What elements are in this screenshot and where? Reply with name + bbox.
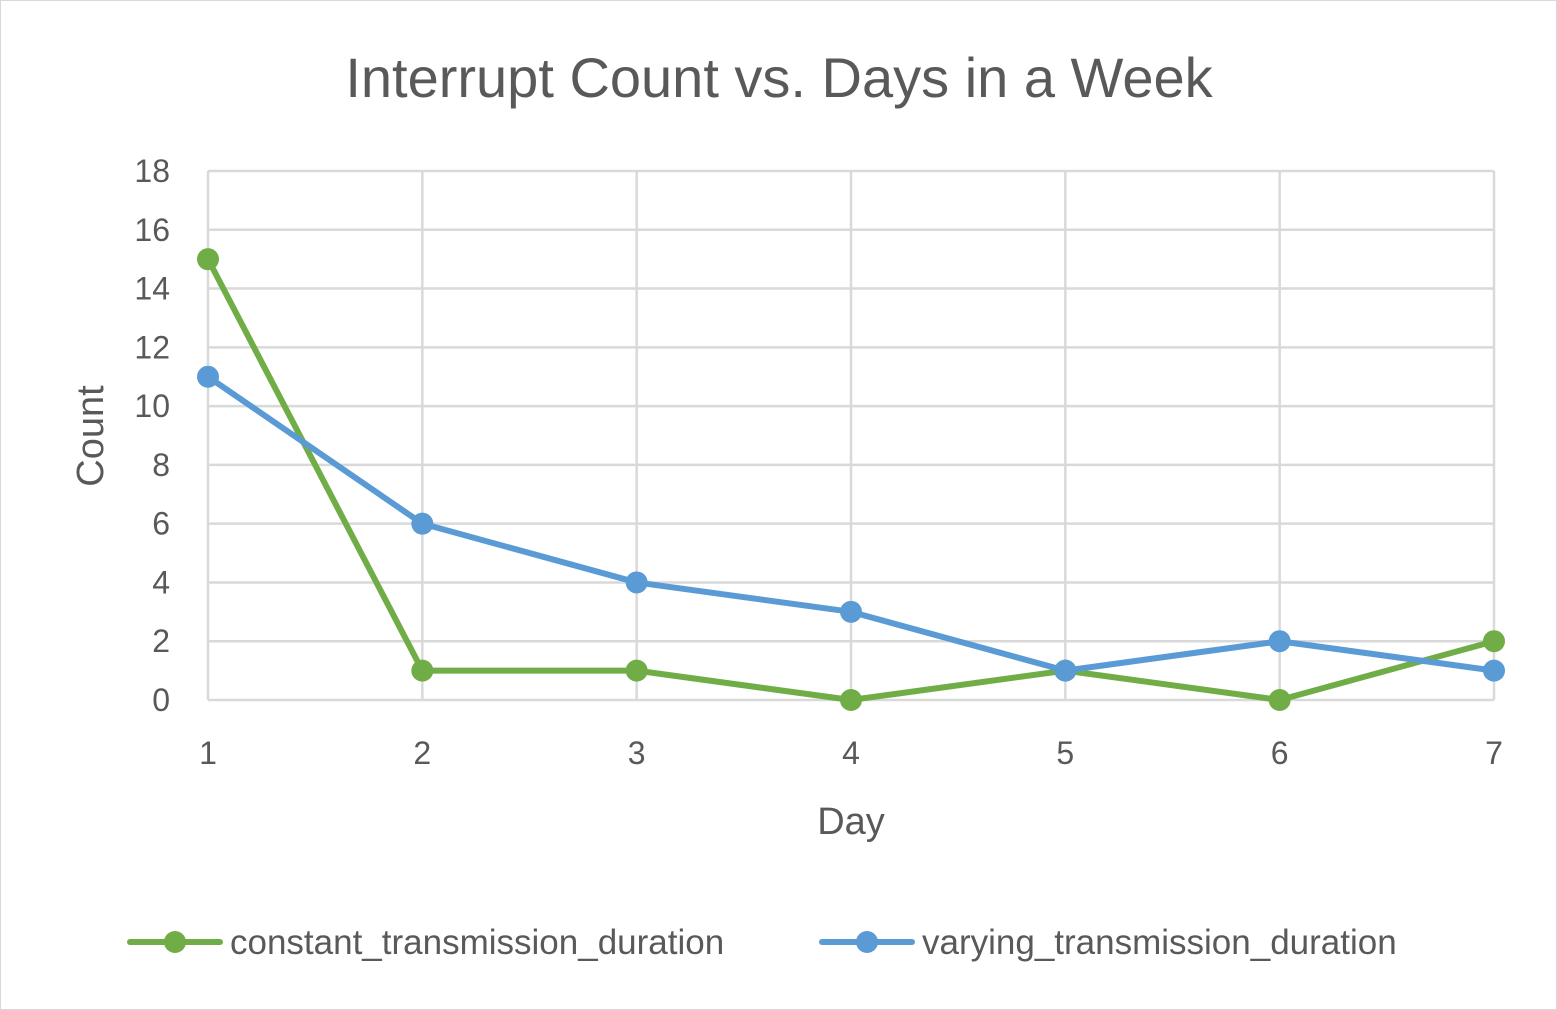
legend-label: constant_transmission_duration: [230, 923, 724, 962]
series-layer: [197, 248, 1505, 711]
y-tick-label: 2: [152, 623, 170, 659]
data-point: [197, 365, 219, 388]
x-tick-label: 1: [199, 735, 217, 771]
series-varying_transmission_duration: [197, 365, 1505, 682]
y-tick-label: 6: [152, 506, 170, 542]
x-tick-label: 5: [1056, 735, 1074, 771]
data-point: [625, 659, 648, 682]
x-axis-ticks: 1 2 3 4 5 6 7: [199, 735, 1503, 771]
y-tick-label: 4: [152, 564, 170, 600]
legend-item: varying_transmission_duration: [819, 923, 1397, 962]
data-point: [411, 659, 434, 682]
x-tick-label: 3: [628, 735, 646, 771]
data-point: [840, 600, 862, 623]
legend-marker: [856, 931, 878, 953]
legend-label: varying_transmission_duration: [922, 923, 1397, 962]
y-tick-label: 0: [152, 682, 170, 718]
x-tick-label: 6: [1271, 735, 1289, 771]
legend: constant_transmission_duration varying_tr…: [127, 923, 1397, 962]
data-point: [1483, 630, 1505, 653]
y-axis-label: Count: [70, 385, 112, 487]
data-point: [1268, 689, 1291, 711]
data-point: [1054, 659, 1077, 682]
y-tick-label: 10: [134, 388, 170, 424]
y-axis-ticks: 0 2 4 6 8 10 12 14 16 18: [134, 153, 170, 718]
data-point: [1483, 659, 1505, 682]
y-tick-label: 14: [134, 271, 170, 307]
x-tick-label: 4: [842, 735, 860, 771]
data-point: [1268, 630, 1291, 653]
x-tick-label: 7: [1485, 735, 1503, 771]
data-point: [411, 512, 434, 535]
x-tick-label: 2: [413, 735, 431, 771]
chart-title: Interrupt Count vs. Days in a Week: [345, 46, 1213, 109]
data-point: [840, 689, 862, 711]
y-tick-label: 16: [134, 212, 170, 248]
data-point: [197, 248, 219, 271]
legend-marker: [164, 931, 186, 953]
data-point: [625, 571, 648, 594]
y-tick-label: 12: [134, 329, 170, 365]
x-axis-label: Day: [817, 801, 885, 843]
legend-item: constant_transmission_duration: [127, 923, 724, 962]
y-tick-label: 18: [134, 153, 170, 189]
y-tick-label: 8: [152, 447, 170, 483]
